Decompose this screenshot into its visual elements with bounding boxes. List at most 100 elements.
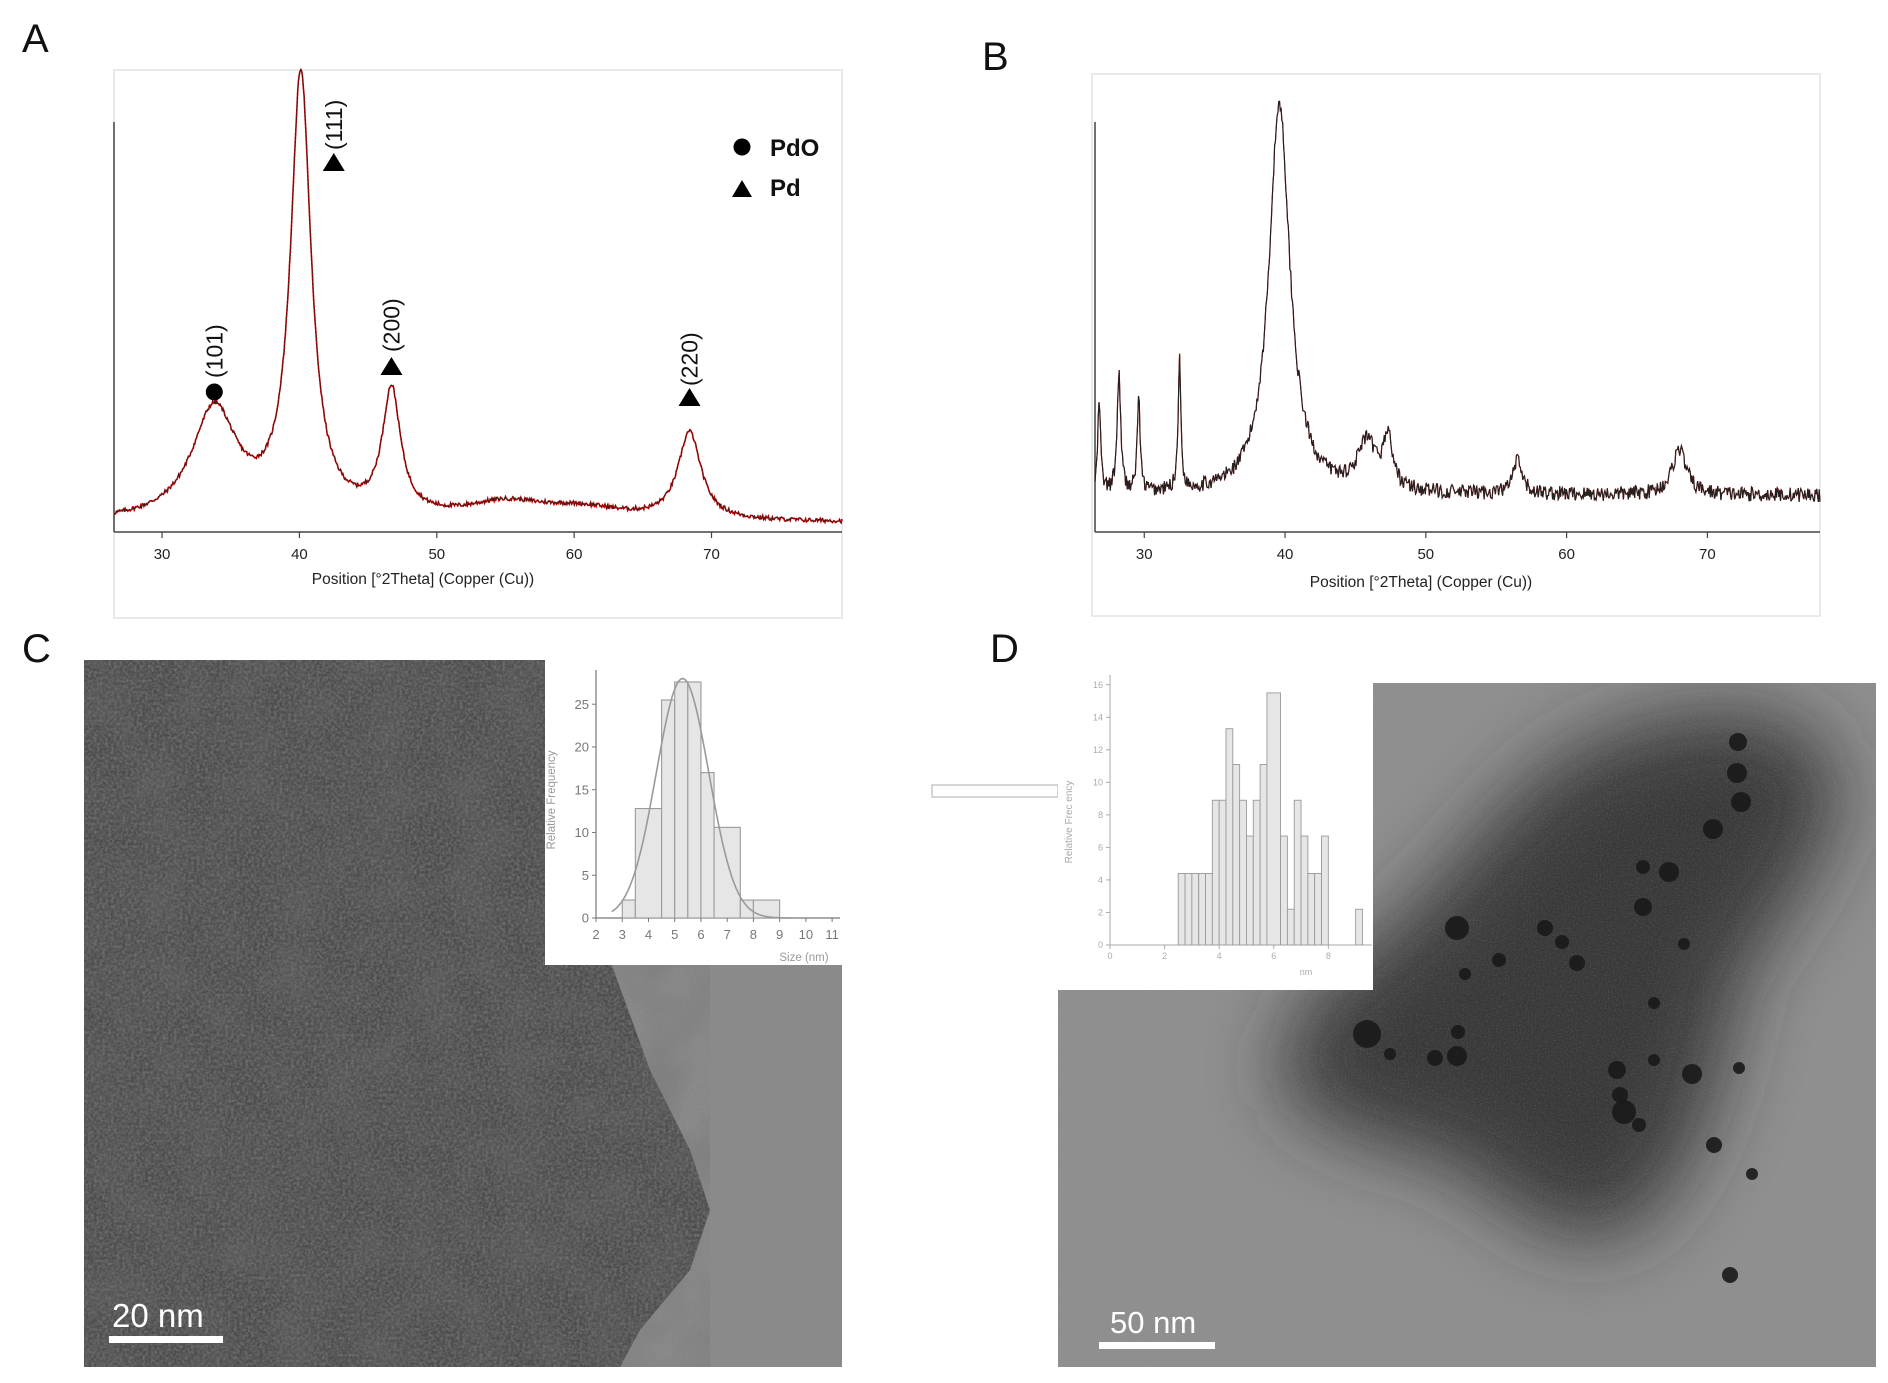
legend-label-pdo: PdO xyxy=(770,135,819,162)
x-tick-label: 5 xyxy=(671,927,678,942)
histogram-bar xyxy=(1177,872,1186,946)
nanoparticle xyxy=(1731,792,1751,812)
x-tick-label: 30 xyxy=(1136,546,1153,563)
x-ticks: 0 2 4 6 8 xyxy=(1107,945,1331,961)
x-tick-label: 0 xyxy=(1107,951,1112,961)
pd-peak-marker xyxy=(380,357,403,375)
histogram-bar xyxy=(634,807,663,919)
miller-index-label: (220) xyxy=(677,332,703,386)
histogram-bar xyxy=(1300,835,1309,946)
histogram-bar xyxy=(1321,835,1329,946)
panel-label-c: C xyxy=(22,627,51,671)
nanoparticle xyxy=(1537,920,1553,936)
x-tick-label: 8 xyxy=(1326,951,1331,961)
x-axis-label: Size (nm) xyxy=(779,952,828,964)
histogram-bar xyxy=(739,899,754,919)
histogram-bar xyxy=(674,681,689,919)
x-tick-label: 60 xyxy=(566,546,583,563)
y-tick-label: 8 xyxy=(1098,810,1103,820)
gaussian-fit-curve xyxy=(611,677,804,919)
nanoparticle xyxy=(1612,1100,1636,1124)
x-tick-label: 10 xyxy=(799,927,813,942)
y-tick-label: 0 xyxy=(1098,940,1103,950)
nanoparticle xyxy=(1678,938,1690,950)
y-axis-label: Relative Frec ency xyxy=(1064,781,1075,864)
y-ticks: 0 2 4 6 8 10 12 14 16 xyxy=(1093,680,1110,950)
y-tick-label: 15 xyxy=(575,782,589,797)
histogram-bar xyxy=(1280,835,1288,946)
legend-circle-marker xyxy=(733,138,751,156)
y-tick-label: 12 xyxy=(1093,745,1103,755)
miller-index-label: (200) xyxy=(378,298,404,352)
y-axis-label: Relative Frequency xyxy=(546,750,558,849)
x-tick-label: 4 xyxy=(645,927,652,942)
histogram-bar xyxy=(1252,799,1261,946)
histogram-bar xyxy=(1307,872,1316,946)
y-tick-label: 25 xyxy=(575,697,589,712)
x-tick-label: 40 xyxy=(1277,546,1294,563)
histogram-bar xyxy=(1205,872,1213,946)
nanoparticles xyxy=(1353,733,1758,1283)
nanoparticle xyxy=(1612,1087,1628,1103)
nanoparticle xyxy=(1445,916,1469,940)
plot-frame xyxy=(1091,73,1821,617)
y-tick-label: 20 xyxy=(575,740,589,755)
nanoparticle xyxy=(1746,1168,1758,1180)
size-histogram-c: 2 3 4 5 6 7 8 9 10 11 0 5 10 15 20 25 Size (nm) Relati… xyxy=(545,660,842,965)
x-tick-label: 7 xyxy=(724,927,731,942)
nanoparticle xyxy=(1648,997,1660,1009)
nanoparticle xyxy=(1459,968,1471,980)
nanoparticle xyxy=(1733,1062,1745,1074)
nanoparticle xyxy=(1659,862,1679,882)
x-tick-label: 2 xyxy=(592,927,599,942)
panel-label-a: A xyxy=(22,17,49,61)
x-tick-label: 70 xyxy=(703,546,720,563)
histogram-bar xyxy=(1184,872,1193,946)
y-tick-label: 14 xyxy=(1093,712,1103,722)
histogram-bar xyxy=(687,681,702,919)
x-tick-label: 9 xyxy=(776,927,783,942)
pattern-trace-measured xyxy=(113,67,843,525)
x-tick-label: 70 xyxy=(1699,546,1716,563)
pd-peak-marker xyxy=(322,153,345,171)
scale-bar xyxy=(1099,1342,1215,1349)
connector-bar xyxy=(931,784,1059,798)
nanoparticle xyxy=(1729,733,1747,751)
x-tick-label: 40 xyxy=(291,546,308,563)
legend-triangle-marker xyxy=(732,180,752,197)
pdo-peak-marker xyxy=(205,383,223,401)
y-ticks: 0 5 10 15 20 25 xyxy=(575,697,596,926)
y-tick-label: 6 xyxy=(1098,843,1103,853)
nanoparticle xyxy=(1682,1064,1702,1084)
nanoparticle xyxy=(1722,1267,1738,1283)
histogram-bar xyxy=(621,899,636,919)
histogram-bar xyxy=(1355,908,1363,946)
x-tick-label: 50 xyxy=(1417,546,1434,563)
nanoparticle xyxy=(1427,1050,1443,1066)
nanoparticle xyxy=(1727,763,1747,783)
x-tick-label: 6 xyxy=(697,927,704,942)
nanoparticle xyxy=(1706,1137,1722,1153)
y-tick-label: 10 xyxy=(1093,777,1103,787)
nanoparticle xyxy=(1632,1118,1646,1132)
histogram-bar xyxy=(1246,835,1254,946)
scale-bar-label: 50 nm xyxy=(1110,1305,1196,1340)
nanoparticle xyxy=(1384,1048,1396,1060)
histogram-bar xyxy=(1266,692,1282,946)
nanoparticle xyxy=(1569,955,1585,971)
x-tick-label: 4 xyxy=(1217,951,1222,961)
tem-micrograph-d: 0 2 4 6 8 0 2 4 6 8 10 12 14 16 nm Relative Frec enc… xyxy=(931,660,1876,1367)
histogram-bar xyxy=(1211,799,1220,946)
histogram-bar xyxy=(752,899,781,919)
diffraction-curve xyxy=(113,67,843,525)
xrd-pattern-a: 30 40 50 60 70 Position [°2Theta] (Copper (C… xyxy=(113,67,843,619)
pd-peak-marker xyxy=(678,388,701,406)
nanoparticle xyxy=(1636,860,1650,874)
y-tick-label: 10 xyxy=(575,825,589,840)
y-tick-label: 0 xyxy=(582,911,589,926)
scale-bar xyxy=(109,1336,223,1343)
tem-micrograph-c: 2 3 4 5 6 7 8 9 10 11 0 5 10 15 20 25 Size (nm) Relati… xyxy=(84,660,842,1367)
x-ticks: 30 40 50 60 70 xyxy=(154,532,720,563)
nanoparticle xyxy=(1447,1046,1467,1066)
